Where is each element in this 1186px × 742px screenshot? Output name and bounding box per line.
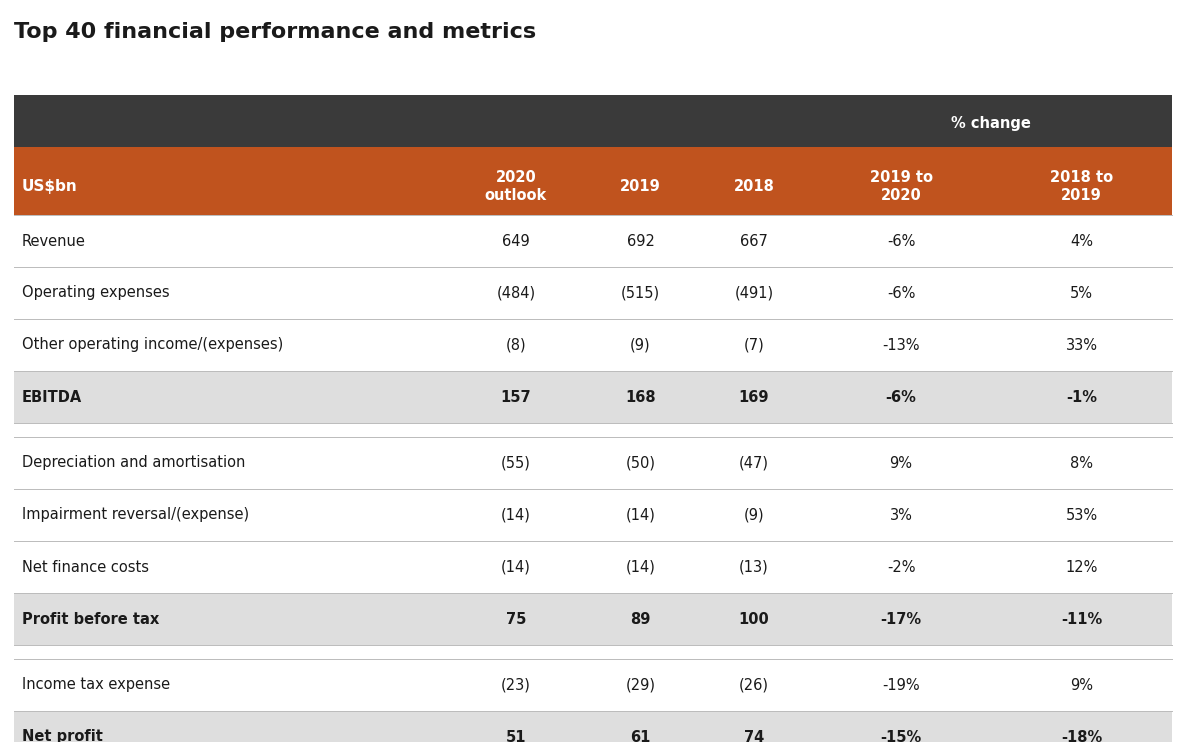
Text: -6%: -6% bbox=[887, 286, 916, 301]
Text: (14): (14) bbox=[625, 508, 656, 522]
Text: -13%: -13% bbox=[882, 338, 920, 352]
Text: 33%: 33% bbox=[1066, 338, 1098, 352]
Bar bbox=[14, 95, 1172, 147]
Text: (23): (23) bbox=[500, 677, 531, 692]
Text: 12%: 12% bbox=[1065, 559, 1098, 574]
Text: 4%: 4% bbox=[1070, 234, 1093, 249]
Bar bbox=[14, 711, 1172, 742]
Text: Impairment reversal/(expense): Impairment reversal/(expense) bbox=[23, 508, 249, 522]
Text: Revenue: Revenue bbox=[23, 234, 85, 249]
Text: Depreciation and amortisation: Depreciation and amortisation bbox=[23, 456, 246, 470]
Text: 89: 89 bbox=[630, 611, 651, 626]
Text: (50): (50) bbox=[625, 456, 656, 470]
Text: (515): (515) bbox=[621, 286, 661, 301]
Text: 75: 75 bbox=[505, 611, 527, 626]
Text: 2019: 2019 bbox=[620, 179, 661, 194]
Text: 53%: 53% bbox=[1065, 508, 1098, 522]
Text: (7): (7) bbox=[744, 338, 764, 352]
Text: 667: 667 bbox=[740, 234, 767, 249]
Text: 2018: 2018 bbox=[733, 179, 774, 194]
Text: -2%: -2% bbox=[887, 559, 916, 574]
Text: (8): (8) bbox=[505, 338, 527, 352]
Text: 3%: 3% bbox=[890, 508, 912, 522]
Text: (491): (491) bbox=[734, 286, 773, 301]
Text: (47): (47) bbox=[739, 456, 769, 470]
Text: -6%: -6% bbox=[886, 390, 917, 404]
Bar bbox=[14, 437, 1172, 489]
Text: 100: 100 bbox=[739, 611, 770, 626]
Text: (9): (9) bbox=[744, 508, 764, 522]
Text: -11%: -11% bbox=[1061, 611, 1102, 626]
Text: (14): (14) bbox=[625, 559, 656, 574]
Text: (14): (14) bbox=[500, 508, 531, 522]
Text: (9): (9) bbox=[630, 338, 651, 352]
Bar bbox=[14, 489, 1172, 541]
Text: Net finance costs: Net finance costs bbox=[23, 559, 149, 574]
Text: 9%: 9% bbox=[890, 456, 912, 470]
Text: 157: 157 bbox=[500, 390, 531, 404]
Text: 51: 51 bbox=[505, 729, 527, 742]
Text: (484): (484) bbox=[497, 286, 536, 301]
Bar bbox=[14, 147, 1172, 215]
Bar bbox=[14, 659, 1172, 711]
Text: (13): (13) bbox=[739, 559, 769, 574]
Text: 169: 169 bbox=[739, 390, 770, 404]
Bar bbox=[14, 215, 1172, 267]
Text: 692: 692 bbox=[626, 234, 655, 249]
Bar bbox=[14, 593, 1172, 645]
Text: -17%: -17% bbox=[880, 611, 922, 626]
Text: -6%: -6% bbox=[887, 234, 916, 249]
Bar bbox=[14, 541, 1172, 593]
Text: % change: % change bbox=[951, 116, 1032, 131]
Text: -18%: -18% bbox=[1061, 729, 1102, 742]
Text: Profit before tax: Profit before tax bbox=[23, 611, 159, 626]
Text: 61: 61 bbox=[630, 729, 651, 742]
Text: Top 40 financial performance and metrics: Top 40 financial performance and metrics bbox=[14, 22, 536, 42]
Text: 74: 74 bbox=[744, 729, 764, 742]
Text: 2018 to
2019: 2018 to 2019 bbox=[1050, 170, 1114, 203]
Bar bbox=[14, 645, 1172, 659]
Text: -19%: -19% bbox=[882, 677, 920, 692]
Text: 2020
outlook: 2020 outlook bbox=[485, 170, 547, 203]
Text: US$bn: US$bn bbox=[23, 179, 78, 194]
Text: 8%: 8% bbox=[1070, 456, 1093, 470]
Text: (55): (55) bbox=[500, 456, 531, 470]
Text: Operating expenses: Operating expenses bbox=[23, 286, 170, 301]
Text: 649: 649 bbox=[502, 234, 530, 249]
Text: EBITDA: EBITDA bbox=[23, 390, 82, 404]
Text: Income tax expense: Income tax expense bbox=[23, 677, 170, 692]
Text: -15%: -15% bbox=[880, 729, 922, 742]
Text: Other operating income/(expenses): Other operating income/(expenses) bbox=[23, 338, 283, 352]
Bar bbox=[14, 319, 1172, 371]
Text: 5%: 5% bbox=[1070, 286, 1093, 301]
Text: -1%: -1% bbox=[1066, 390, 1097, 404]
Bar bbox=[14, 371, 1172, 423]
Text: Net profit: Net profit bbox=[23, 729, 103, 742]
Text: 168: 168 bbox=[625, 390, 656, 404]
Bar bbox=[14, 267, 1172, 319]
Text: (29): (29) bbox=[625, 677, 656, 692]
Text: 2019 to
2020: 2019 to 2020 bbox=[869, 170, 932, 203]
Text: (26): (26) bbox=[739, 677, 769, 692]
Text: 9%: 9% bbox=[1070, 677, 1093, 692]
Bar bbox=[14, 423, 1172, 437]
Text: (14): (14) bbox=[500, 559, 531, 574]
